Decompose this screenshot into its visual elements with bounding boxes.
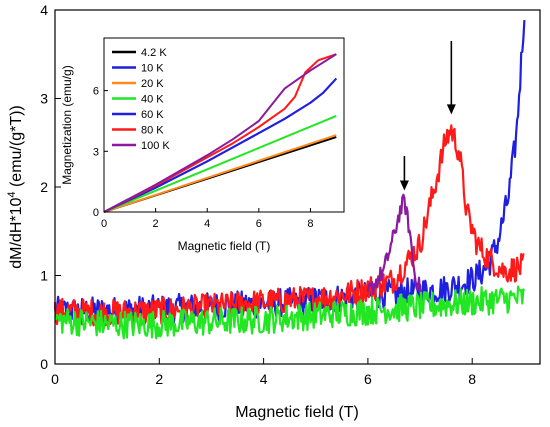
inset-x-axis-title: Magnetic field (T) <box>178 239 271 253</box>
main-x-tick-label: 6 <box>364 371 372 387</box>
main-series-line-0 <box>53 20 526 326</box>
legend-label-2: 20 K <box>141 78 164 90</box>
main-y-tick-label: 1 <box>40 268 48 284</box>
main-annotations <box>399 40 456 191</box>
main-x-axis-title: Magnetic field (T) <box>235 404 359 421</box>
main-y-tick-label: 4 <box>40 2 48 18</box>
legend-label-0: 4.2 K <box>141 47 167 59</box>
inset-series-line-3 <box>103 114 337 213</box>
main-x-tick-label: 4 <box>260 371 268 387</box>
inset-plot-frame <box>103 37 345 213</box>
main-tick-labels: 0 2 4 6 8 0 1 2 3 4 <box>40 2 476 387</box>
inset-x-tick-label: 6 <box>256 218 262 230</box>
inset-x-tick-label: 8 <box>307 218 313 230</box>
legend-label-6: 100 K <box>141 140 170 152</box>
inset-x-tick-label: 4 <box>204 218 210 230</box>
inset-x-tick-label: 0 <box>101 218 107 230</box>
inset-background <box>104 38 344 212</box>
legend-label-4: 60 K <box>141 109 164 121</box>
main-x-tick-label: 2 <box>155 371 163 387</box>
inset-y-tick-label: 0 <box>93 207 99 219</box>
main-plot-frame <box>54 9 541 365</box>
legend-label-5: 80 K <box>141 125 164 137</box>
inset-x-tick-label: 2 <box>153 218 159 230</box>
main-series-group <box>53 20 526 340</box>
main-y-tick-label: 0 <box>40 356 48 372</box>
inset-tick-labels: 0 2 4 6 8 0 3 6 <box>93 86 314 230</box>
inset-y-tick-label: 6 <box>93 86 99 98</box>
legend-label-3: 40 K <box>141 94 164 106</box>
main-y-tick-label: 3 <box>40 91 48 107</box>
inset-series-line-4 <box>103 77 338 213</box>
arrow-head-0 <box>399 180 409 191</box>
main-series-line-3 <box>53 285 526 340</box>
legend-label-1: 10 K <box>141 63 164 75</box>
main-x-tick-label: 0 <box>51 371 59 387</box>
inset-y-tick-label: 3 <box>93 146 99 158</box>
inset-series-line-6 <box>103 53 337 213</box>
main-y-tick-label: 2 <box>40 179 48 195</box>
main-x-tick-label: 8 <box>468 371 476 387</box>
inset-series-line-5 <box>103 53 337 213</box>
main-series-line-1 <box>53 124 525 327</box>
main-series-line-2 <box>366 193 422 295</box>
inset-legend: 4.2 K 10 K 20 K 40 K 60 K 80 K 100 K <box>112 47 170 152</box>
main-y-axis-title: dM/dH*104 (emu/(g*T)) <box>6 105 25 269</box>
arrow-head-1 <box>446 104 456 115</box>
inset-y-axis-title: Magnetization (emu/g) <box>60 65 74 184</box>
inset-series-group <box>103 53 338 213</box>
inset-series-line-2 <box>103 134 337 213</box>
